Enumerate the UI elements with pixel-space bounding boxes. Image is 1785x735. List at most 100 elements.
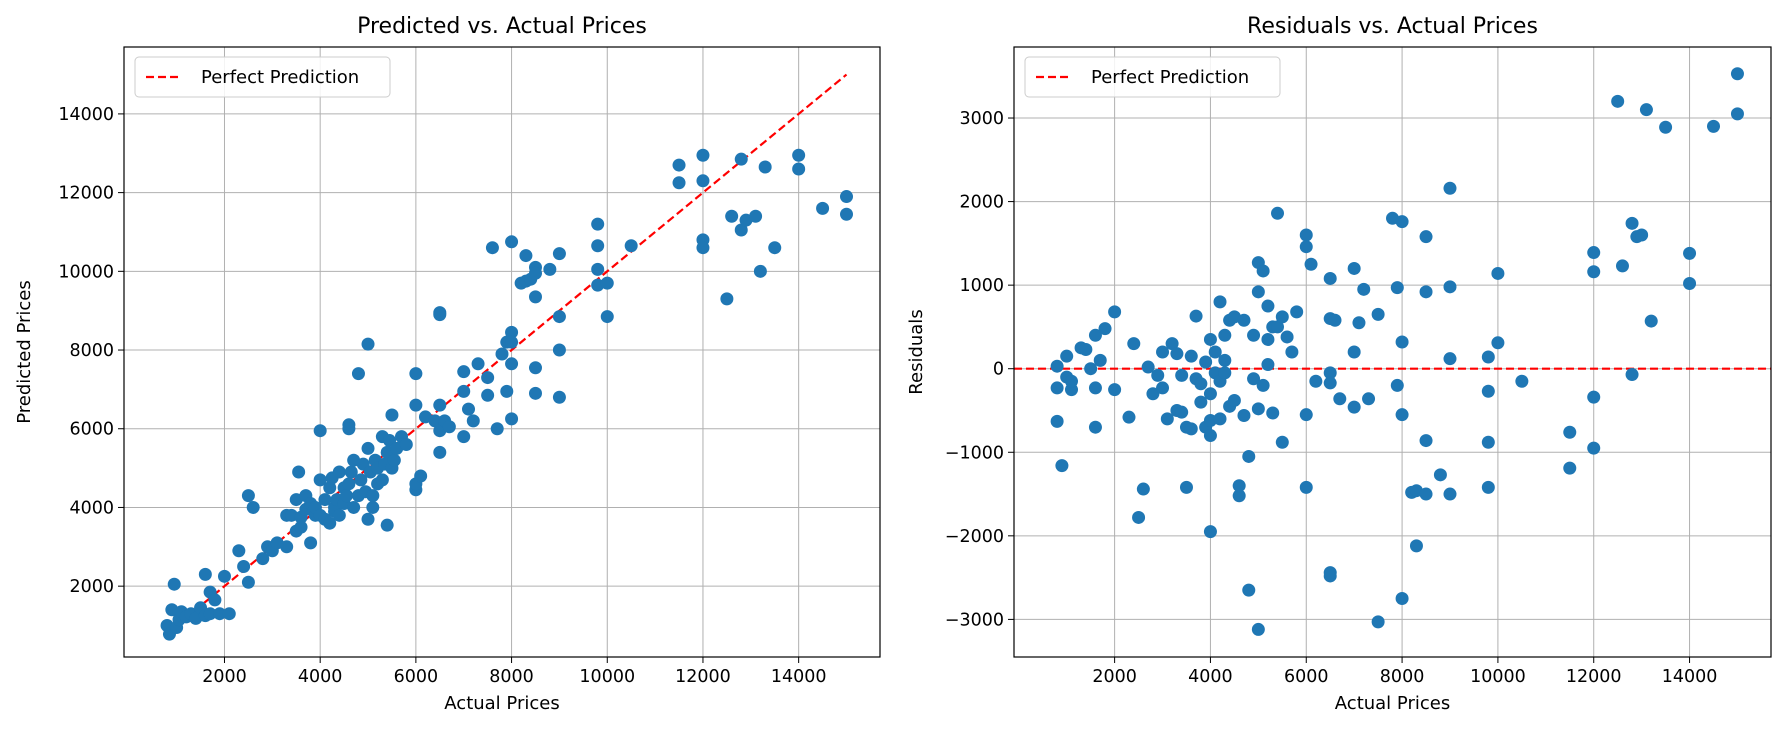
data-point bbox=[816, 201, 830, 215]
y-axis-label: Residuals bbox=[906, 309, 927, 394]
data-point bbox=[457, 384, 471, 398]
data-point bbox=[1683, 246, 1697, 260]
data-point bbox=[1481, 480, 1495, 494]
data-point bbox=[1256, 264, 1270, 278]
data-point bbox=[1247, 372, 1261, 386]
y-tick-label: 10000 bbox=[58, 262, 114, 282]
data-point bbox=[505, 235, 519, 249]
data-point bbox=[1275, 435, 1289, 449]
data-point bbox=[1443, 487, 1457, 501]
y-tick-label: 3000 bbox=[959, 109, 1004, 129]
y-tick-label: 0 bbox=[993, 360, 1004, 380]
data-point bbox=[696, 148, 710, 162]
data-point bbox=[1050, 359, 1064, 373]
grid bbox=[124, 47, 880, 657]
data-point bbox=[1347, 400, 1361, 414]
data-point bbox=[375, 473, 389, 487]
data-point bbox=[347, 500, 361, 514]
data-point bbox=[1333, 392, 1347, 406]
data-point bbox=[323, 481, 337, 495]
axes-frame bbox=[1013, 46, 1772, 658]
data-point bbox=[1064, 374, 1078, 388]
data-point bbox=[1443, 280, 1457, 294]
data-point bbox=[1213, 295, 1227, 309]
data-point bbox=[471, 357, 485, 371]
data-point bbox=[1088, 328, 1102, 342]
data-point bbox=[361, 512, 375, 526]
data-point bbox=[1203, 525, 1217, 539]
data-point bbox=[222, 607, 236, 621]
data-point bbox=[519, 249, 533, 263]
data-point bbox=[1256, 378, 1270, 392]
data-point bbox=[1587, 441, 1601, 455]
data-point bbox=[339, 489, 353, 503]
data-point bbox=[1156, 381, 1170, 395]
data-point bbox=[758, 160, 772, 174]
data-point bbox=[1203, 429, 1217, 443]
data-point bbox=[1194, 377, 1208, 391]
data-point bbox=[409, 367, 423, 381]
x-tick-label: 6000 bbox=[1284, 667, 1329, 687]
data-point bbox=[361, 441, 375, 455]
data-point bbox=[552, 343, 566, 357]
data-point bbox=[1390, 281, 1404, 295]
data-point bbox=[1179, 480, 1193, 494]
data-point bbox=[385, 408, 399, 422]
data-point bbox=[624, 239, 638, 253]
chart-title: Predicted vs. Actual Prices bbox=[357, 14, 647, 39]
data-point bbox=[1165, 337, 1179, 351]
data-point bbox=[433, 445, 447, 459]
data-point bbox=[1194, 395, 1208, 409]
y-tick-label: −3000 bbox=[945, 610, 1004, 630]
data-point bbox=[543, 262, 557, 276]
data-point bbox=[1098, 322, 1112, 336]
data-point bbox=[1050, 414, 1064, 428]
data-point bbox=[1515, 374, 1529, 388]
data-point bbox=[1122, 410, 1136, 424]
data-point bbox=[552, 247, 566, 261]
data-point bbox=[481, 388, 495, 402]
data-point bbox=[457, 430, 471, 444]
data-point bbox=[792, 162, 806, 176]
data-point bbox=[1184, 422, 1198, 436]
y-ticks: 2000 4000 6000 8000 10000 12000 14000 bbox=[58, 105, 124, 597]
y-tick-label: 4000 bbox=[69, 498, 114, 518]
data-point bbox=[505, 325, 519, 339]
data-point bbox=[734, 223, 748, 237]
data-point bbox=[294, 520, 308, 534]
data-point bbox=[1371, 307, 1385, 321]
data-point bbox=[485, 241, 499, 255]
data-point bbox=[1563, 425, 1577, 439]
data-point bbox=[1108, 383, 1122, 397]
x-tick-label: 10000 bbox=[579, 667, 635, 687]
data-point bbox=[840, 190, 854, 204]
x-tick-label: 4000 bbox=[298, 667, 343, 687]
data-point bbox=[442, 420, 456, 434]
data-point bbox=[1093, 353, 1107, 367]
data-point bbox=[198, 567, 212, 581]
data-point bbox=[792, 148, 806, 162]
data-point bbox=[313, 473, 327, 487]
data-point bbox=[1328, 313, 1342, 327]
data-point bbox=[1491, 336, 1505, 350]
predicted-vs-actual-chart: 2000 4000 6000 8000 10000 12000 14000 2000 4000… bbox=[14, 14, 881, 714]
x-ticks: 2000 4000 6000 8000 10000 12000 14000 bbox=[202, 657, 826, 687]
y-tick-label: 12000 bbox=[58, 184, 114, 204]
x-ticks: 2000 4000 6000 8000 10000 12000 14000 bbox=[1092, 657, 1717, 687]
data-point bbox=[1730, 107, 1744, 121]
data-point bbox=[332, 508, 346, 522]
data-point bbox=[1146, 387, 1160, 401]
data-point bbox=[1481, 435, 1495, 449]
x-tick-label: 10000 bbox=[1470, 667, 1526, 687]
data-point bbox=[1175, 368, 1189, 382]
data-point bbox=[1419, 230, 1433, 244]
data-point bbox=[1275, 310, 1289, 324]
data-point bbox=[1227, 393, 1241, 407]
data-point bbox=[1357, 282, 1371, 296]
data-point bbox=[495, 347, 509, 361]
data-point bbox=[1587, 265, 1601, 279]
y-tick-label: 2000 bbox=[69, 577, 114, 597]
data-point bbox=[1323, 271, 1337, 285]
